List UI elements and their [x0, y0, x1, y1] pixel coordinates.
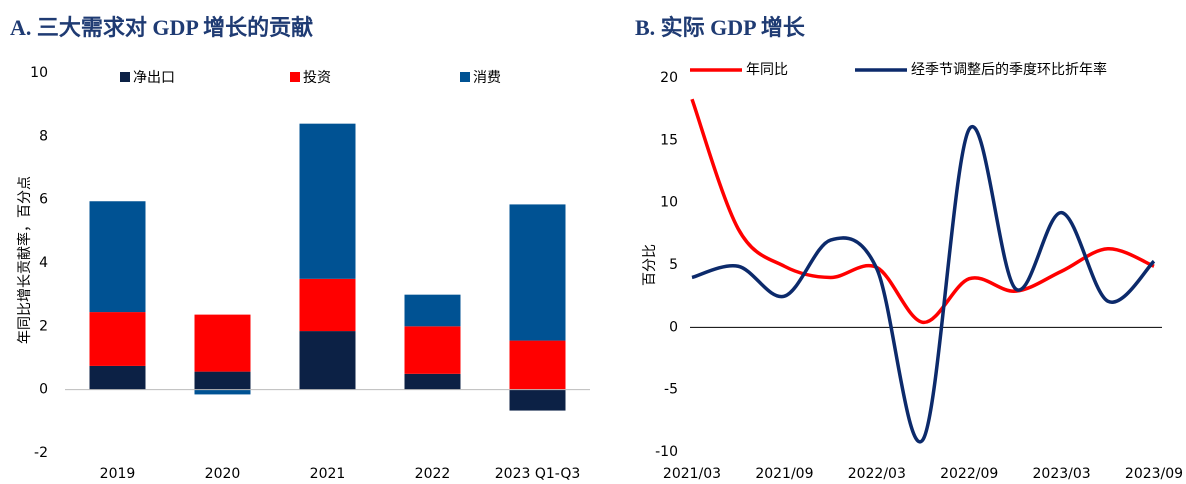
y-tick-label: -10: [655, 444, 678, 460]
x-tick-label: 2023/03: [1033, 466, 1091, 482]
legend-label: 经季节调整后的季度环比折年率: [911, 61, 1107, 78]
bar: [89, 201, 146, 313]
x-tick-label: 2021/09: [755, 466, 813, 482]
y-tick-label: 10: [660, 195, 678, 211]
x-tick-label: 2021: [310, 466, 346, 482]
legend-label: 净出口: [133, 70, 175, 86]
y-tick-label: 5: [669, 257, 678, 273]
y-tick-label: 15: [660, 132, 678, 148]
y-tick-label: 4: [39, 255, 48, 271]
y-tick-label: -5: [664, 382, 678, 398]
y-tick-label: 2: [39, 318, 48, 334]
line: [691, 124, 1156, 444]
x-tick-label: 2023/09: [1125, 466, 1183, 482]
bar: [509, 389, 566, 411]
x-tick-label: 2023 Q1-Q3: [495, 466, 581, 482]
bar: [509, 340, 566, 390]
x-tick-label: 2022/03: [848, 466, 906, 482]
y-tick-label: 6: [39, 192, 48, 208]
chart-title: A. 三大需求对 GDP 增长的贡献: [10, 15, 313, 40]
chart-title: B. 实际 GDP 增长: [635, 15, 806, 40]
x-tick-label: 2022: [415, 466, 451, 482]
y-tick-label: 20: [660, 70, 678, 86]
x-tick-label: 2019: [100, 466, 136, 482]
x-tick-label: 2020: [205, 466, 241, 482]
legend-label: 年同比: [746, 62, 788, 78]
bar: [509, 204, 566, 341]
bar: [299, 123, 356, 279]
bar: [194, 371, 251, 390]
y-tick-label: 0: [669, 319, 678, 335]
y-axis-label: 年同比增长贡献率，百分点: [16, 176, 33, 344]
legend-label: 消费: [473, 70, 501, 86]
legend-swatch: [460, 72, 470, 82]
bar: [404, 326, 461, 374]
y-tick-label: 10: [30, 65, 48, 81]
legend-label: 投资: [303, 70, 331, 86]
y-axis-label: 百分比: [642, 244, 658, 286]
legend-swatch: [290, 72, 300, 82]
x-tick-label: 2022/09: [940, 466, 998, 482]
y-tick-label: 0: [39, 382, 48, 398]
legend-swatch: [120, 72, 130, 82]
bar: [404, 373, 461, 390]
bar: [299, 331, 356, 390]
bar: [89, 365, 146, 390]
x-tick-label: 2021/03: [663, 466, 721, 482]
bar: [194, 314, 251, 372]
y-tick-label: 8: [39, 128, 48, 144]
y-tick-label: -2: [34, 445, 48, 461]
bar: [404, 294, 461, 327]
bar: [299, 278, 356, 332]
bar: [89, 312, 146, 366]
line: [690, 98, 1155, 325]
bar: [194, 389, 251, 395]
